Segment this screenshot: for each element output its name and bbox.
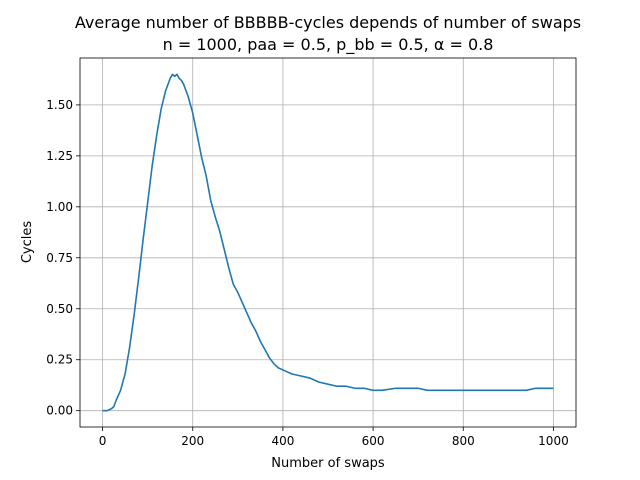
- grid-lines: [80, 58, 576, 427]
- series-line: [102, 73, 554, 412]
- y-axis-label: Cycles: [20, 221, 35, 264]
- y-tick-label: 0.75: [46, 251, 73, 265]
- plot-frame: [79, 57, 577, 428]
- y-tick-label: 0.50: [46, 302, 73, 316]
- x-tick-label: 1000: [538, 434, 569, 448]
- x-axis-label: Number of swaps: [271, 456, 385, 471]
- y-tick-label: 1.25: [46, 149, 73, 163]
- y-tick-label: 0.00: [46, 404, 73, 418]
- y-tick-label: 1.00: [46, 200, 73, 214]
- x-tick-label: 600: [362, 434, 385, 448]
- chart-title: Average number of BBBBB-cycles depends o…: [75, 13, 581, 32]
- x-tick-label: 800: [452, 434, 475, 448]
- x-tick-label: 400: [271, 434, 294, 448]
- x-tick-label: 0: [99, 434, 107, 448]
- x-tick-label: 200: [181, 434, 204, 448]
- chart-subtitle: n = 1000, paa = 0.5, p_bb = 0.5, α = 0.8: [163, 35, 494, 55]
- y-tick-label: 0.25: [46, 353, 73, 367]
- series-group: [102, 73, 554, 412]
- axis-ticks: 0 200 400 600 800 1000 0.00 0.25 0.50 0.75 1.00 1.2…: [46, 98, 568, 448]
- y-tick-label: 1.50: [46, 98, 73, 112]
